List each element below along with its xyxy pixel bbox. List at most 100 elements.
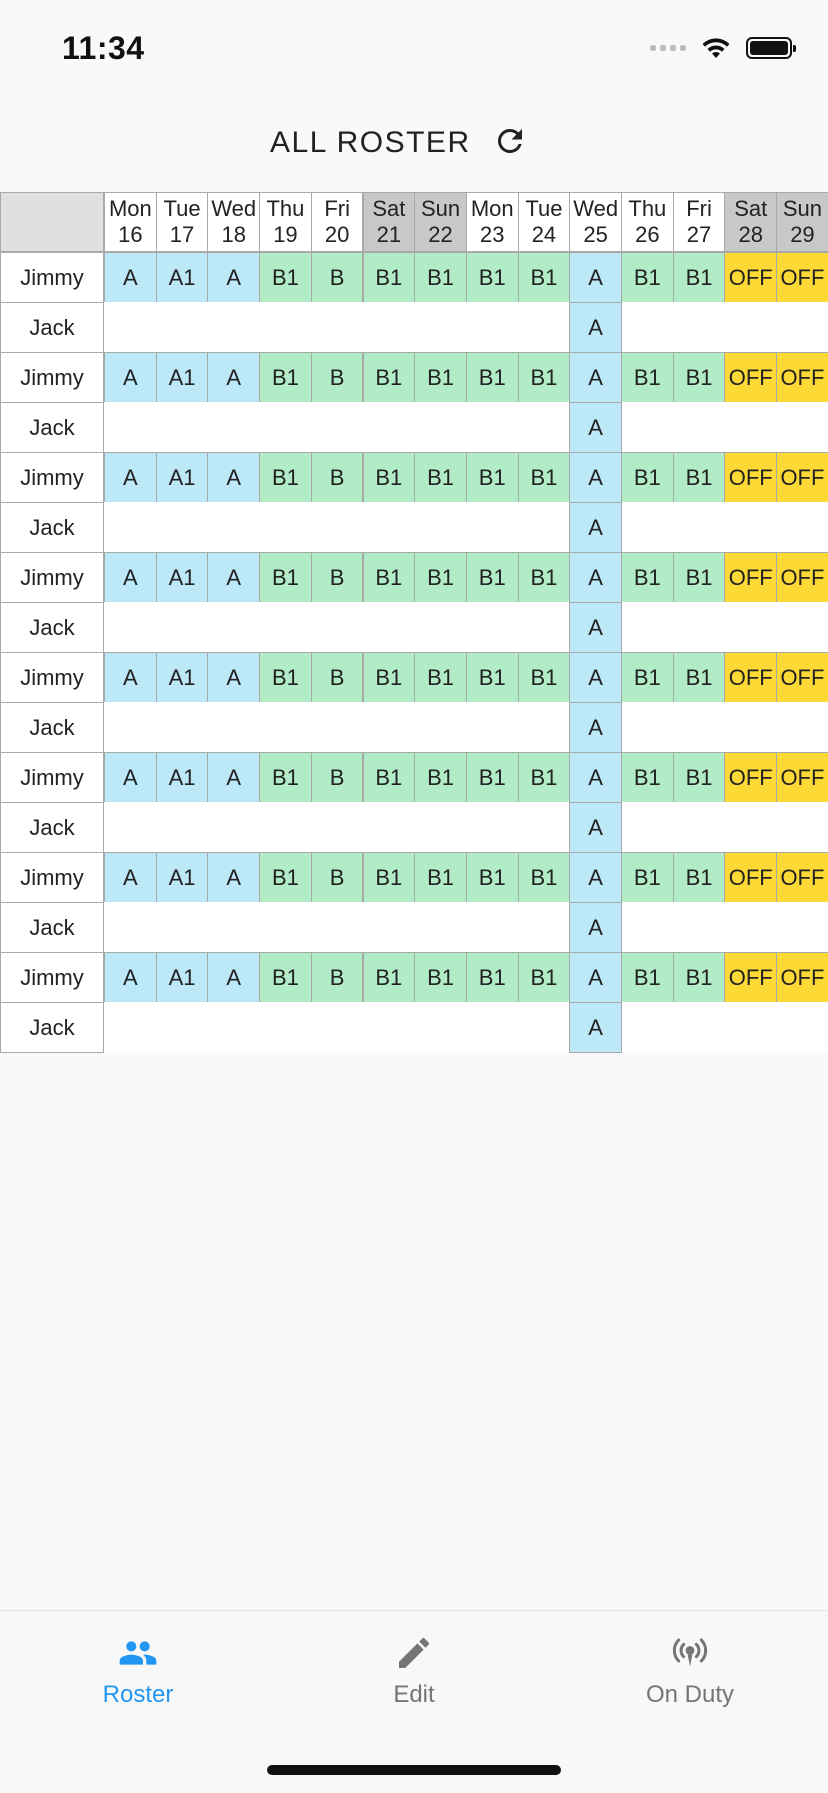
shift-cell[interactable]: A1: [155, 652, 209, 703]
shift-cell[interactable]: B1: [621, 852, 674, 903]
shift-cell[interactable]: B1: [259, 752, 312, 803]
shift-cell[interactable]: A: [104, 552, 157, 603]
shift-cell[interactable]: B1: [672, 352, 726, 403]
shift-cell[interactable]: A: [569, 852, 622, 903]
shift-cell[interactable]: B: [310, 252, 364, 303]
tab-on-duty[interactable]: On Duty: [552, 1611, 828, 1731]
shift-cell[interactable]: B1: [465, 352, 519, 403]
shift-cell[interactable]: A: [104, 752, 157, 803]
shift-cell[interactable]: A: [207, 852, 261, 903]
shift-cell[interactable]: B: [310, 352, 364, 403]
shift-cell[interactable]: A: [569, 552, 622, 603]
shift-cell[interactable]: A: [104, 652, 157, 703]
shift-cell[interactable]: B1: [259, 452, 312, 503]
shift-cell[interactable]: B1: [414, 952, 467, 1003]
shift-cell[interactable]: B1: [414, 852, 467, 903]
shift-cell[interactable]: B1: [517, 252, 571, 303]
employee-name[interactable]: Jimmy: [0, 652, 104, 703]
employee-name[interactable]: Jack: [0, 302, 104, 353]
shift-cell[interactable]: B1: [362, 752, 416, 803]
refresh-button[interactable]: [492, 123, 528, 159]
shift-cell[interactable]: B1: [517, 852, 571, 903]
employee-name[interactable]: Jimmy: [0, 352, 104, 403]
shift-cell[interactable]: A: [569, 1002, 622, 1053]
shift-cell[interactable]: B1: [414, 252, 467, 303]
shift-cell[interactable]: A1: [155, 852, 209, 903]
shift-cell[interactable]: B1: [517, 752, 571, 803]
shift-cell[interactable]: OFF: [776, 752, 828, 803]
shift-cell[interactable]: B: [310, 952, 364, 1003]
shift-cell[interactable]: B1: [672, 252, 726, 303]
shift-cell[interactable]: B1: [621, 452, 674, 503]
shift-cell[interactable]: B1: [259, 952, 312, 1003]
shift-cell[interactable]: OFF: [776, 652, 828, 703]
shift-cell[interactable]: B1: [465, 552, 519, 603]
shift-cell[interactable]: A: [569, 352, 622, 403]
shift-cell[interactable]: B1: [621, 552, 674, 603]
shift-cell[interactable]: A: [104, 952, 157, 1003]
shift-cell[interactable]: B1: [465, 952, 519, 1003]
shift-cell[interactable]: A1: [155, 952, 209, 1003]
shift-cell[interactable]: B1: [621, 952, 674, 1003]
shift-cell[interactable]: OFF: [724, 252, 778, 303]
shift-cell[interactable]: B: [310, 652, 364, 703]
shift-cell[interactable]: A: [207, 752, 261, 803]
shift-cell[interactable]: B1: [517, 652, 571, 703]
shift-cell[interactable]: OFF: [724, 452, 778, 503]
shift-cell[interactable]: OFF: [776, 552, 828, 603]
shift-cell[interactable]: OFF: [724, 352, 778, 403]
shift-cell[interactable]: A: [569, 452, 622, 503]
shift-cell[interactable]: B1: [414, 552, 467, 603]
shift-cell[interactable]: B1: [465, 452, 519, 503]
shift-cell[interactable]: A: [569, 402, 622, 453]
shift-cell[interactable]: A: [569, 952, 622, 1003]
shift-cell[interactable]: B1: [465, 252, 519, 303]
shift-cell[interactable]: B1: [517, 452, 571, 503]
shift-cell[interactable]: A1: [155, 252, 209, 303]
shift-cell[interactable]: A: [569, 652, 622, 703]
shift-cell[interactable]: B: [310, 852, 364, 903]
shift-cell[interactable]: B1: [465, 652, 519, 703]
shift-cell[interactable]: A: [569, 252, 622, 303]
shift-cell[interactable]: A1: [155, 552, 209, 603]
shift-cell[interactable]: OFF: [776, 952, 828, 1003]
shift-cell[interactable]: OFF: [724, 852, 778, 903]
shift-cell[interactable]: A: [207, 352, 261, 403]
shift-cell[interactable]: B1: [259, 352, 312, 403]
shift-cell[interactable]: B1: [672, 652, 726, 703]
shift-cell[interactable]: B: [310, 752, 364, 803]
shift-cell[interactable]: B1: [259, 852, 312, 903]
shift-cell[interactable]: A1: [155, 352, 209, 403]
shift-cell[interactable]: A: [207, 452, 261, 503]
shift-cell[interactable]: OFF: [776, 352, 828, 403]
shift-cell[interactable]: B1: [517, 952, 571, 1003]
shift-cell[interactable]: A: [104, 252, 157, 303]
shift-cell[interactable]: A: [207, 552, 261, 603]
shift-cell[interactable]: B1: [414, 352, 467, 403]
shift-cell[interactable]: A: [569, 902, 622, 953]
shift-cell[interactable]: B1: [517, 552, 571, 603]
shift-cell[interactable]: B1: [621, 652, 674, 703]
shift-cell[interactable]: A: [569, 802, 622, 853]
shift-cell[interactable]: A: [569, 702, 622, 753]
shift-cell[interactable]: A: [569, 302, 622, 353]
employee-name[interactable]: Jack: [0, 602, 104, 653]
shift-cell[interactable]: B1: [672, 852, 726, 903]
shift-cell[interactable]: A: [207, 252, 261, 303]
shift-cell[interactable]: A1: [155, 452, 209, 503]
employee-name[interactable]: Jack: [0, 1002, 104, 1053]
employee-name[interactable]: Jimmy: [0, 552, 104, 603]
shift-cell[interactable]: B1: [259, 652, 312, 703]
shift-cell[interactable]: B1: [362, 852, 416, 903]
employee-name[interactable]: Jimmy: [0, 252, 104, 303]
shift-cell[interactable]: A: [569, 752, 622, 803]
employee-name[interactable]: Jimmy: [0, 452, 104, 503]
shift-cell[interactable]: B1: [362, 452, 416, 503]
shift-cell[interactable]: B1: [362, 252, 416, 303]
tab-roster[interactable]: Roster: [0, 1611, 276, 1731]
shift-cell[interactable]: B1: [672, 752, 726, 803]
shift-cell[interactable]: B1: [362, 652, 416, 703]
employee-name[interactable]: Jimmy: [0, 852, 104, 903]
shift-cell[interactable]: B1: [621, 252, 674, 303]
shift-cell[interactable]: B1: [414, 652, 467, 703]
